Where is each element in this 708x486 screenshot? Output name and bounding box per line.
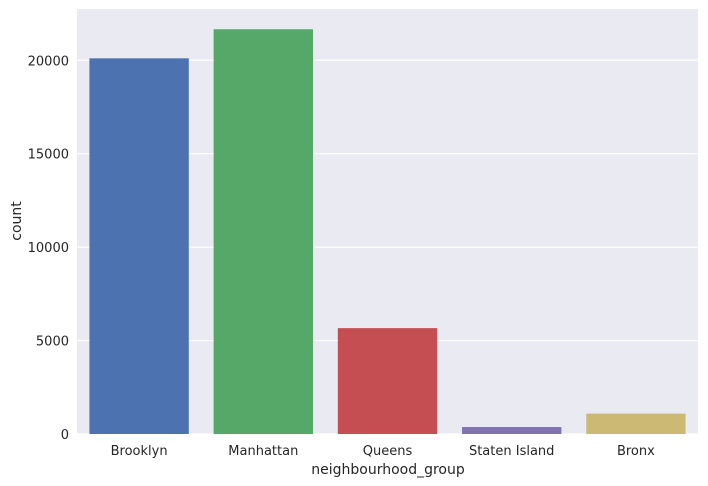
bar-brooklyn [89,58,189,434]
bar-bronx [586,413,686,434]
x-axis-label: neighbourhood_group [311,462,465,478]
x-axis-ticks: Brooklyn Manhattan Queens Staten Island Bron… [111,444,656,459]
x-tick-label: Queens [363,444,413,459]
y-tick-label: 5000 [36,335,69,350]
x-tick-label: Staten Island [469,444,554,459]
y-tick-label: 0 [61,428,69,443]
y-tick-label: 20000 [28,54,69,69]
x-tick-label: Brooklyn [111,444,168,459]
y-tick-label: 15000 [28,148,69,163]
bars [89,29,686,434]
y-tick-label: 10000 [28,241,69,256]
bar-queens [337,328,438,434]
x-tick-label: Bronx [617,444,655,459]
x-tick-label: Manhattan [228,444,298,459]
y-axis-ticks: 0 5000 10000 15000 20000 [28,54,69,443]
bar-manhattan [213,29,313,434]
bar-staten-island [462,427,562,434]
y-axis-label: count [9,201,25,241]
